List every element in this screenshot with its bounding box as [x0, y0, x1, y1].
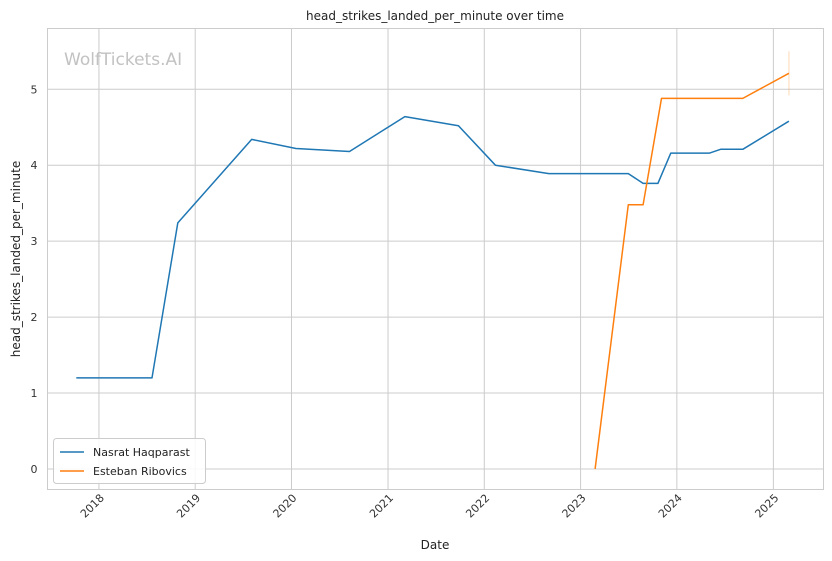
- y-tick-label: 5: [31, 83, 38, 96]
- legend: Nasrat Haqparast Esteban Ribovics: [53, 438, 206, 484]
- plot-frame: [47, 28, 824, 490]
- y-tick-label: 2: [31, 311, 38, 324]
- series-line-ribovics: [594, 72, 790, 470]
- legend-label-ribovics: Esteban Ribovics: [93, 465, 187, 478]
- series-lines: [76, 51, 790, 470]
- x-axis-title: Date: [421, 538, 450, 552]
- chart-title: head_strikes_landed_per_minute over time: [306, 9, 564, 23]
- series-line-haqparast: [76, 115, 790, 379]
- grid-lines: [47, 28, 824, 490]
- y-tick-labels: 0 1 2 3 4 5: [31, 83, 38, 476]
- watermark: WolfTickets.AI: [64, 50, 182, 70]
- legend-box: [53, 438, 206, 484]
- y-axis-title: head_strikes_landed_per_minute: [9, 161, 23, 358]
- y-tick-label: 3: [31, 235, 38, 248]
- y-tick-label: 4: [31, 159, 38, 172]
- y-tick-label: 1: [31, 387, 38, 400]
- y-tick-label: 0: [31, 463, 38, 476]
- legend-label-haqparast: Nasrat Haqparast: [93, 446, 190, 459]
